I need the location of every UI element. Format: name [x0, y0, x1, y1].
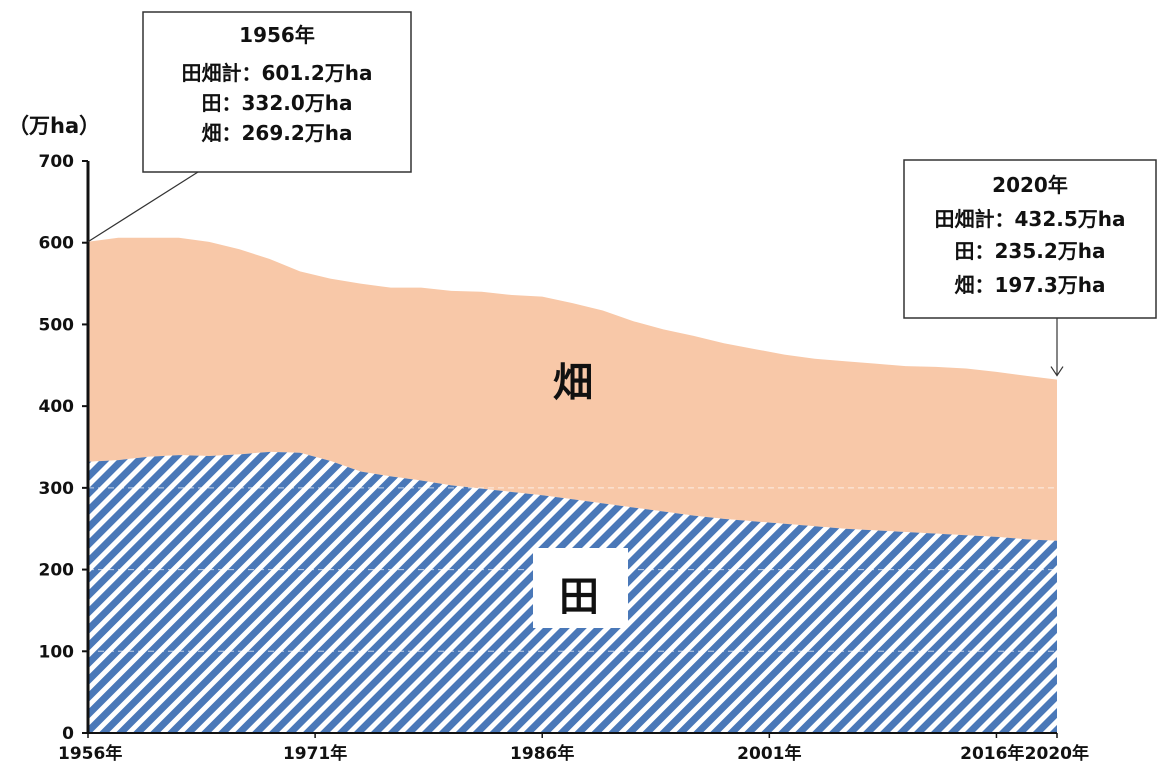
annotation-1956-field: 畑：269.2万ha — [202, 121, 353, 145]
field-area-label: 畑 — [553, 360, 593, 406]
annotation-2020-title: 2020年 — [992, 173, 1068, 197]
axes — [86, 161, 1057, 734]
x-tick-label: 1986年 — [510, 743, 574, 764]
annotation-2020-total: 田畑計：432.5万ha — [935, 207, 1126, 231]
annotation-2020-rice: 田：235.2万ha — [955, 239, 1106, 263]
y-tick-label: 700 — [39, 152, 75, 172]
x-tick-label: 1971年 — [283, 743, 347, 764]
annotation-2020-field: 畑：197.3万ha — [955, 273, 1106, 297]
annotation-2020-box — [903, 159, 1157, 319]
annotation-1956-box — [142, 11, 412, 173]
annotation-1956-leader-line — [87, 171, 199, 243]
rice-area-label: 田 — [559, 574, 599, 620]
annotation-2020: 2020年 田畑計：432.5万ha 田：235.2万ha 畑：197.3万ha — [903, 159, 1157, 377]
x-tick-labels: 1956年 1971年 1986年 2001年 2016年 2020年 — [58, 733, 1089, 764]
area-series-field — [88, 237, 1057, 541]
annotation-1956: 1956年 田畑計：601.2万ha 田：332.0万ha 畑：269.2万ha — [87, 11, 412, 243]
y-tick-label: 0 — [62, 724, 74, 744]
y-tick-label: 100 — [39, 642, 75, 662]
rice-label-background — [533, 548, 628, 628]
x-tick-label: 2016年 — [960, 743, 1024, 764]
x-tick-label: 2001年 — [737, 743, 801, 764]
y-tick-label: 200 — [39, 561, 75, 581]
y-tick-label: 400 — [39, 397, 75, 417]
y-tick-label: 500 — [39, 315, 75, 335]
annotation-1956-title: 1956年 — [239, 23, 315, 47]
y-unit-label: （万ha） — [8, 114, 100, 138]
annotation-2020-arrowhead — [1050, 366, 1064, 377]
annotation-1956-rice: 田：332.0万ha — [202, 91, 353, 115]
y-tick-label: 300 — [39, 479, 75, 499]
y-tick-label: 600 — [39, 234, 75, 254]
x-tick-label: 1956年 — [58, 743, 122, 764]
x-tick-label: 2020年 — [1025, 743, 1089, 764]
annotation-1956-total: 田畑計：601.2万ha — [182, 61, 373, 85]
y-tick-labels: 0 100 200 300 400 500 600 700 — [39, 152, 88, 744]
